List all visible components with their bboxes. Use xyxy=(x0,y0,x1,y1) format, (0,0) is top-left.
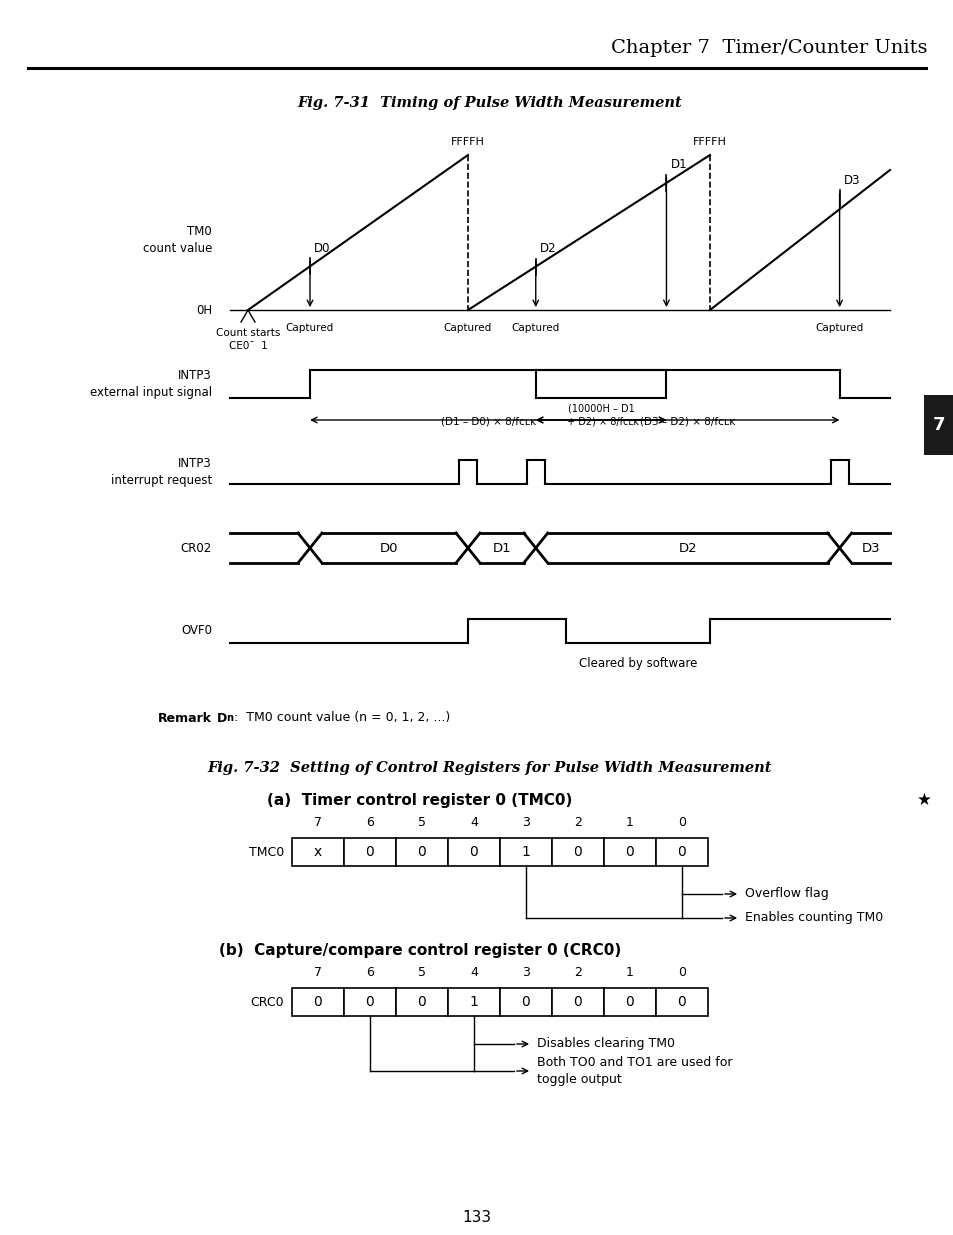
Text: Count starts
CE0¯  1: Count starts CE0¯ 1 xyxy=(215,329,280,351)
Text: 0: 0 xyxy=(677,845,685,860)
Text: 0: 0 xyxy=(417,995,426,1009)
Text: 1: 1 xyxy=(625,816,634,829)
Text: INTP3
external input signal: INTP3 external input signal xyxy=(90,369,212,399)
Text: (D1 – D0) × 8/fᴄʟᴋ: (D1 – D0) × 8/fᴄʟᴋ xyxy=(440,416,536,426)
Text: 7: 7 xyxy=(314,816,322,829)
Text: 6: 6 xyxy=(366,816,374,829)
Text: x: x xyxy=(314,845,322,860)
Text: FFFFH: FFFFH xyxy=(692,137,726,147)
Text: INTP3
interrupt request: INTP3 interrupt request xyxy=(111,457,212,487)
Bar xyxy=(292,839,344,866)
Text: D2: D2 xyxy=(678,541,697,555)
Text: D1: D1 xyxy=(492,541,511,555)
Text: (a)  Timer control register 0 (TMC0): (a) Timer control register 0 (TMC0) xyxy=(267,793,572,808)
Text: 0: 0 xyxy=(678,966,685,979)
Text: (10000H – D1
 + D2) × 8/fᴄʟᴋ: (10000H – D1 + D2) × 8/fᴄʟᴋ xyxy=(563,404,638,426)
Text: 0: 0 xyxy=(573,995,581,1009)
Text: D2: D2 xyxy=(539,242,556,256)
Text: 7: 7 xyxy=(314,966,322,979)
Bar xyxy=(395,839,448,866)
Text: Fig. 7-31  Timing of Pulse Width Measurement: Fig. 7-31 Timing of Pulse Width Measurem… xyxy=(297,96,681,110)
Text: 0: 0 xyxy=(314,995,322,1009)
Bar xyxy=(552,988,603,1016)
Text: 5: 5 xyxy=(417,966,426,979)
Bar xyxy=(552,839,603,866)
Text: TM0
count value: TM0 count value xyxy=(143,225,212,254)
Text: (b)  Capture/compare control register 0 (CRC0): (b) Capture/compare control register 0 (… xyxy=(218,942,620,957)
Text: 0: 0 xyxy=(365,845,374,860)
Text: Disables clearing TM0: Disables clearing TM0 xyxy=(537,1037,675,1051)
Text: Captured: Captured xyxy=(443,324,492,333)
Text: D: D xyxy=(216,711,227,725)
Text: D0: D0 xyxy=(314,242,330,254)
Text: 0: 0 xyxy=(365,995,374,1009)
Text: n: n xyxy=(226,713,233,722)
Text: TMC0: TMC0 xyxy=(249,846,284,858)
Text: ★: ★ xyxy=(916,790,930,809)
Text: Fig. 7-32  Setting of Control Registers for Pulse Width Measurement: Fig. 7-32 Setting of Control Registers f… xyxy=(208,761,771,776)
Text: 2: 2 xyxy=(574,816,581,829)
Text: 4: 4 xyxy=(470,966,477,979)
Text: :  TM0 count value (n = 0, 1, 2, ...): : TM0 count value (n = 0, 1, 2, ...) xyxy=(233,711,450,725)
Text: 3: 3 xyxy=(521,816,529,829)
Text: 0H: 0H xyxy=(195,304,212,316)
Text: D3: D3 xyxy=(842,174,860,186)
Text: (D3 – D2) × 8/fᴄʟᴋ: (D3 – D2) × 8/fᴄʟᴋ xyxy=(639,416,735,426)
Text: 0: 0 xyxy=(625,845,634,860)
Text: OVF0: OVF0 xyxy=(181,625,212,637)
Text: 2: 2 xyxy=(574,966,581,979)
Bar xyxy=(344,988,395,1016)
Text: Captured: Captured xyxy=(511,324,559,333)
Text: 0: 0 xyxy=(677,995,685,1009)
Text: 1: 1 xyxy=(469,995,478,1009)
Bar xyxy=(656,839,707,866)
Bar xyxy=(656,988,707,1016)
Bar xyxy=(448,988,499,1016)
Text: Both TO0 and TO1 are used for
toggle output: Both TO0 and TO1 are used for toggle out… xyxy=(537,1056,732,1087)
Bar xyxy=(448,839,499,866)
Text: Captured: Captured xyxy=(815,324,862,333)
Text: D0: D0 xyxy=(379,541,397,555)
Text: Enables counting TM0: Enables counting TM0 xyxy=(744,911,882,925)
Text: CR02: CR02 xyxy=(180,541,212,555)
Text: FFFFH: FFFFH xyxy=(451,137,484,147)
Text: 0: 0 xyxy=(469,845,477,860)
Text: 0: 0 xyxy=(678,816,685,829)
Text: 0: 0 xyxy=(417,845,426,860)
Text: 7: 7 xyxy=(932,416,944,433)
Bar xyxy=(344,839,395,866)
Text: Cleared by software: Cleared by software xyxy=(578,657,697,671)
Text: 1: 1 xyxy=(625,966,634,979)
Text: 133: 133 xyxy=(462,1210,491,1225)
Bar xyxy=(603,988,656,1016)
Text: 0: 0 xyxy=(573,845,581,860)
Bar xyxy=(395,988,448,1016)
Text: 4: 4 xyxy=(470,816,477,829)
Bar xyxy=(923,395,953,454)
Text: Remark: Remark xyxy=(158,711,212,725)
Bar xyxy=(603,839,656,866)
Text: 0: 0 xyxy=(625,995,634,1009)
Text: Overflow flag: Overflow flag xyxy=(744,888,828,900)
Bar xyxy=(499,839,552,866)
Text: 3: 3 xyxy=(521,966,529,979)
Text: CRC0: CRC0 xyxy=(250,995,284,1009)
Bar xyxy=(292,988,344,1016)
Text: Chapter 7  Timer/Counter Units: Chapter 7 Timer/Counter Units xyxy=(611,40,927,57)
Text: 1: 1 xyxy=(521,845,530,860)
Text: D1: D1 xyxy=(670,158,686,172)
Text: 5: 5 xyxy=(417,816,426,829)
Text: Captured: Captured xyxy=(286,324,334,333)
Text: D3: D3 xyxy=(861,541,880,555)
Bar xyxy=(499,988,552,1016)
Text: 0: 0 xyxy=(521,995,530,1009)
Text: 6: 6 xyxy=(366,966,374,979)
